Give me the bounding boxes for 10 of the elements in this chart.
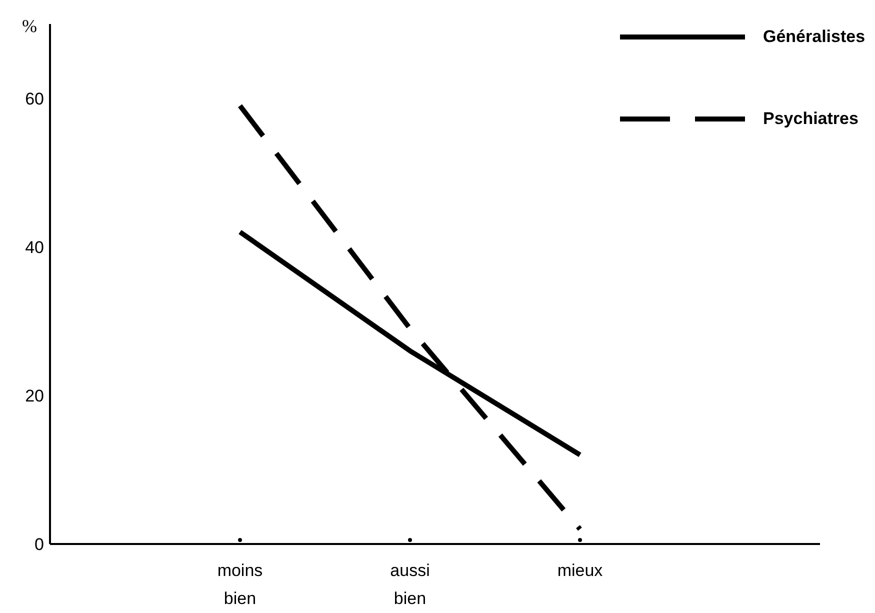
text: Généralistes	[763, 27, 866, 47]
x-tick-label: aussi bien	[390, 561, 430, 608]
y-axis-title: %	[22, 16, 37, 36]
x-tick-label: moins bien	[217, 561, 263, 608]
y-tick-label: 60	[25, 89, 44, 108]
text: Psychiatres	[763, 109, 858, 129]
x-tick-label: mieux	[557, 561, 604, 580]
y-tick-label: 0	[34, 535, 44, 554]
y-tick-label: 20	[25, 386, 44, 406]
y-tick-label: 40	[25, 238, 44, 257]
